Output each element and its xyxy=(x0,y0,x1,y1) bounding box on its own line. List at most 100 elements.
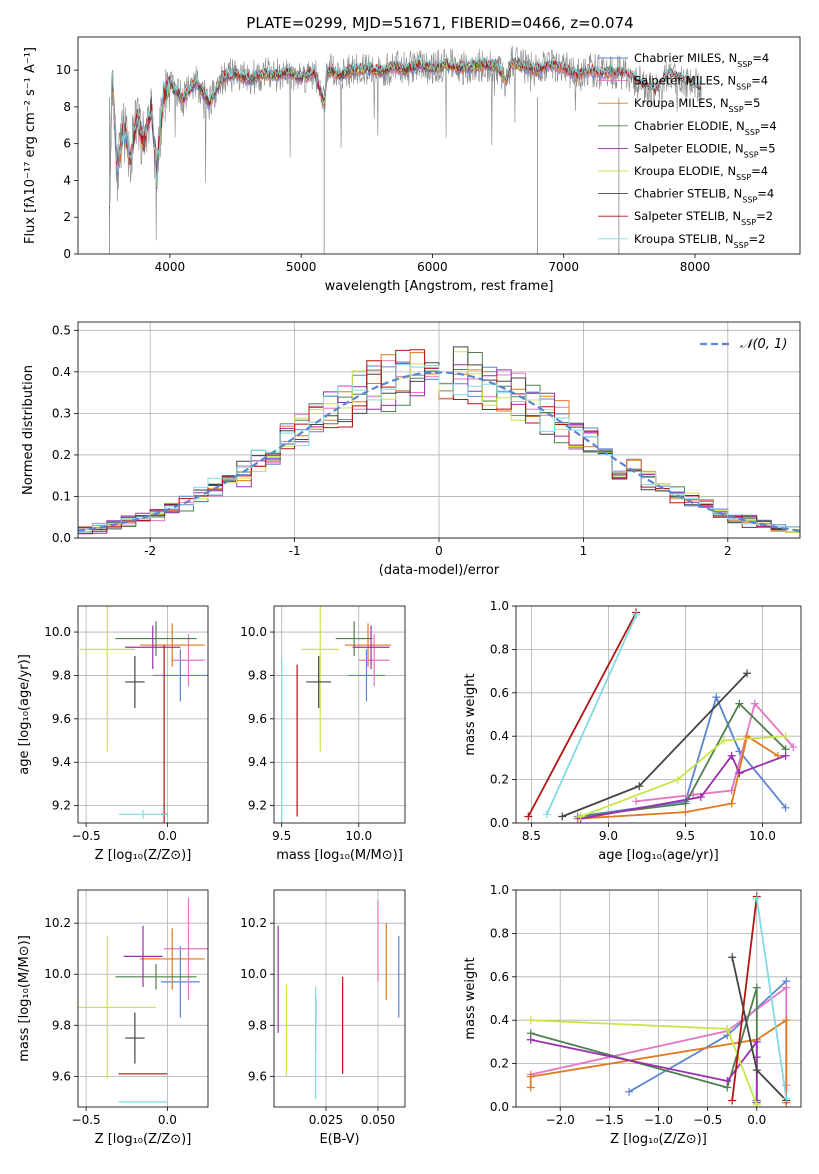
x-axis-label: age [log₁₀(age/yr)] xyxy=(598,848,719,863)
weight-marker xyxy=(681,799,690,808)
y-tick-label: 0.0 xyxy=(52,531,71,545)
weight_vs_age-axes: 8.5 9.0 9.5 10.0 0.0 0.2 0.4 0.6 0.8 1.0 age [log₁… xyxy=(463,599,801,863)
weight-marker xyxy=(542,810,551,819)
x-tick-label: -2 xyxy=(144,544,156,558)
y-tick-label: 1.0 xyxy=(490,883,509,897)
spectrum-lines xyxy=(109,45,702,254)
x-tick-label: −0.5 xyxy=(72,1113,101,1127)
y-tick-label: 9.8 xyxy=(52,668,71,682)
weight-marker xyxy=(632,610,641,619)
axes-frame xyxy=(77,889,209,1108)
mass_vs_EBV-marks xyxy=(277,900,400,1100)
legend-label: Chabrier STELIB, NSSP=4 xyxy=(634,187,774,205)
mass_vs_Z-marks xyxy=(78,897,208,1103)
weight-marker xyxy=(526,1072,535,1081)
weight-marker xyxy=(789,743,798,752)
y-tick-label: 9.8 xyxy=(52,1018,71,1032)
y-tick-label: 9.4 xyxy=(52,755,71,769)
gaussian-curve xyxy=(78,371,800,532)
weight-marker xyxy=(673,775,682,784)
legend-label: Salpeter MILES, NSSP=4 xyxy=(634,74,768,92)
y-axis-label: mass weight xyxy=(463,957,478,1039)
x-tick-label: 8000 xyxy=(680,260,711,274)
weight-marker xyxy=(782,1094,791,1103)
weight-marker xyxy=(752,894,761,903)
weight-line xyxy=(580,735,786,818)
weight-marker xyxy=(743,669,752,678)
weight_vs_age-marks xyxy=(524,608,798,823)
weight-marker xyxy=(750,699,759,708)
y-tick-label: 0.0 xyxy=(490,816,509,830)
axes-frame xyxy=(77,321,801,539)
y-tick-label: 4 xyxy=(63,173,71,187)
x-tick-label: 0.025 xyxy=(309,1113,343,1127)
age_vs_mass-marks xyxy=(281,606,392,823)
x-tick-label: 10.0 xyxy=(749,829,776,843)
figure-title: PLATE=0299, MJD=51671, FIBERID=0466, z=0… xyxy=(246,14,633,32)
weight-marker xyxy=(781,803,790,812)
x-tick-label: 0 xyxy=(435,544,443,558)
y-tick-label: 9.6 xyxy=(248,712,267,726)
model-spectrum-line xyxy=(109,57,702,208)
x-tick-label: 10.0 xyxy=(345,829,372,843)
weight-marker xyxy=(696,792,705,801)
x-tick-label: 0.0 xyxy=(158,1113,177,1127)
spectrum-axes: 4000 5000 6000 7000 8000 0 2 4 6 8 10 wavelength [A… xyxy=(23,47,710,294)
y-tick-label: 10.0 xyxy=(44,967,71,981)
x-tick-label: -1 xyxy=(289,544,301,558)
y-tick-label: 10.0 xyxy=(240,625,267,639)
y-axis-label: mass [log₁₀(M/M⊙)] xyxy=(17,935,32,1062)
y-tick-label: 9.8 xyxy=(248,668,267,682)
x-tick-label: −2.0 xyxy=(546,1113,575,1127)
y-tick-label: 9.6 xyxy=(52,712,71,726)
weight-marker xyxy=(635,782,644,791)
weight-marker xyxy=(712,693,721,702)
x-tick-label: 7000 xyxy=(548,260,579,274)
y-tick-label: 1.0 xyxy=(490,599,509,613)
x-tick-label: −0.5 xyxy=(72,829,101,843)
weight_vs_Z-marks xyxy=(526,892,791,1107)
x-axis-label: mass [log₁₀(M/M⊙)] xyxy=(276,848,403,863)
axes-frame xyxy=(273,605,406,824)
weight-marker xyxy=(524,812,533,821)
x-tick-label: 6000 xyxy=(417,260,448,274)
weight-marker xyxy=(782,1016,791,1025)
y-tick-label: 0.1 xyxy=(52,489,71,503)
spectrum-legend: Chabrier MILES, NSSP=4 Salpeter MILES, NS… xyxy=(598,51,777,249)
y-tick-label: 0.2 xyxy=(52,448,71,462)
y-tick-label: 0.2 xyxy=(490,1057,509,1071)
y-tick-label: 8 xyxy=(63,100,71,114)
axes-frame xyxy=(273,889,406,1108)
x-axis-label: Z [log₁₀(Z/Z⊙)] xyxy=(610,1132,707,1147)
y-tick-label: 0.8 xyxy=(490,642,509,656)
legend-label: 𝒩(0, 1) xyxy=(740,337,787,352)
weight-line xyxy=(545,614,638,815)
x-tick-label: 0.050 xyxy=(361,1113,395,1127)
x-tick-label: 9.5 xyxy=(676,829,695,843)
weight-marker xyxy=(558,812,567,821)
x-axis-label: E(B-V) xyxy=(319,1132,359,1147)
x-tick-label: −0.5 xyxy=(693,1113,722,1127)
weight-marker xyxy=(526,1035,535,1044)
y-tick-label: 9.8 xyxy=(248,1018,267,1032)
histogram-legend: 𝒩(0, 1) xyxy=(700,337,787,352)
x-tick-label: 0.0 xyxy=(747,1113,766,1127)
y-tick-label: 0.4 xyxy=(52,365,71,379)
y-axis-label: mass weight xyxy=(463,673,478,755)
weight-line xyxy=(527,612,637,817)
weight-marker xyxy=(625,1087,634,1096)
weight-marker xyxy=(728,1096,737,1105)
weight-line xyxy=(731,896,758,1101)
x-tick-label: 5000 xyxy=(286,260,317,274)
weight-line xyxy=(580,753,786,820)
weight-marker xyxy=(723,1076,732,1085)
y-tick-label: 9.6 xyxy=(248,1069,267,1083)
legend-label: Salpeter ELODIE, NSSP=5 xyxy=(634,141,776,159)
weight-marker xyxy=(727,751,736,760)
model-spectrum-line xyxy=(109,56,702,207)
legend-label: Kroupa MILES, NSSP=5 xyxy=(634,96,760,114)
weight-marker xyxy=(782,983,791,992)
y-tick-label: 9.2 xyxy=(52,799,71,813)
y-tick-label: 10 xyxy=(56,63,71,77)
age_vs_Z-marks xyxy=(79,606,208,823)
